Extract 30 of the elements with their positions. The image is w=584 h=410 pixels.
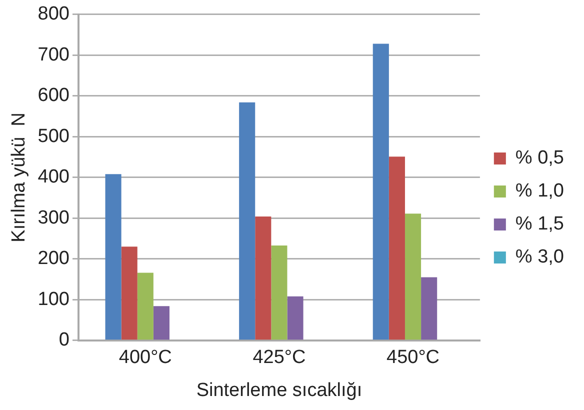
x-tick-label: 450°C [386, 347, 440, 368]
legend-label: % 3,0 [515, 246, 564, 268]
x-axis-title: Sinterleme sıcaklığı [196, 380, 362, 401]
y-tick-label: 800 [38, 4, 70, 25]
bar [137, 272, 154, 340]
bar [105, 174, 122, 340]
y-tick-label: 500 [38, 126, 70, 147]
y-tick-label: 100 [38, 288, 70, 310]
y-tick-label: 400 [38, 166, 70, 188]
y-tick-label: 200 [38, 248, 70, 270]
y-axis-title: Kırılma yükü N [8, 112, 30, 242]
bar [372, 44, 389, 340]
legend-label: % 0,5 [515, 148, 564, 169]
x-tick-label: 400°C [118, 347, 172, 368]
bar [404, 214, 422, 340]
bar [239, 102, 256, 340]
bar [255, 216, 272, 340]
bar [421, 277, 438, 340]
y-tick-label: 700 [38, 44, 70, 66]
legend-label: % 1,0 [515, 180, 564, 202]
bar [271, 245, 288, 340]
x-tick-label: 425°C [252, 347, 306, 368]
bar [153, 306, 170, 340]
y-tick-label: 600 [38, 85, 70, 106]
legend-label: % 1,5 [515, 214, 564, 235]
bar [388, 156, 405, 340]
y-tick-label: 300 [38, 207, 70, 228]
bar [287, 296, 304, 340]
y-tick-label: 0 [58, 330, 70, 351]
bar [121, 246, 138, 340]
